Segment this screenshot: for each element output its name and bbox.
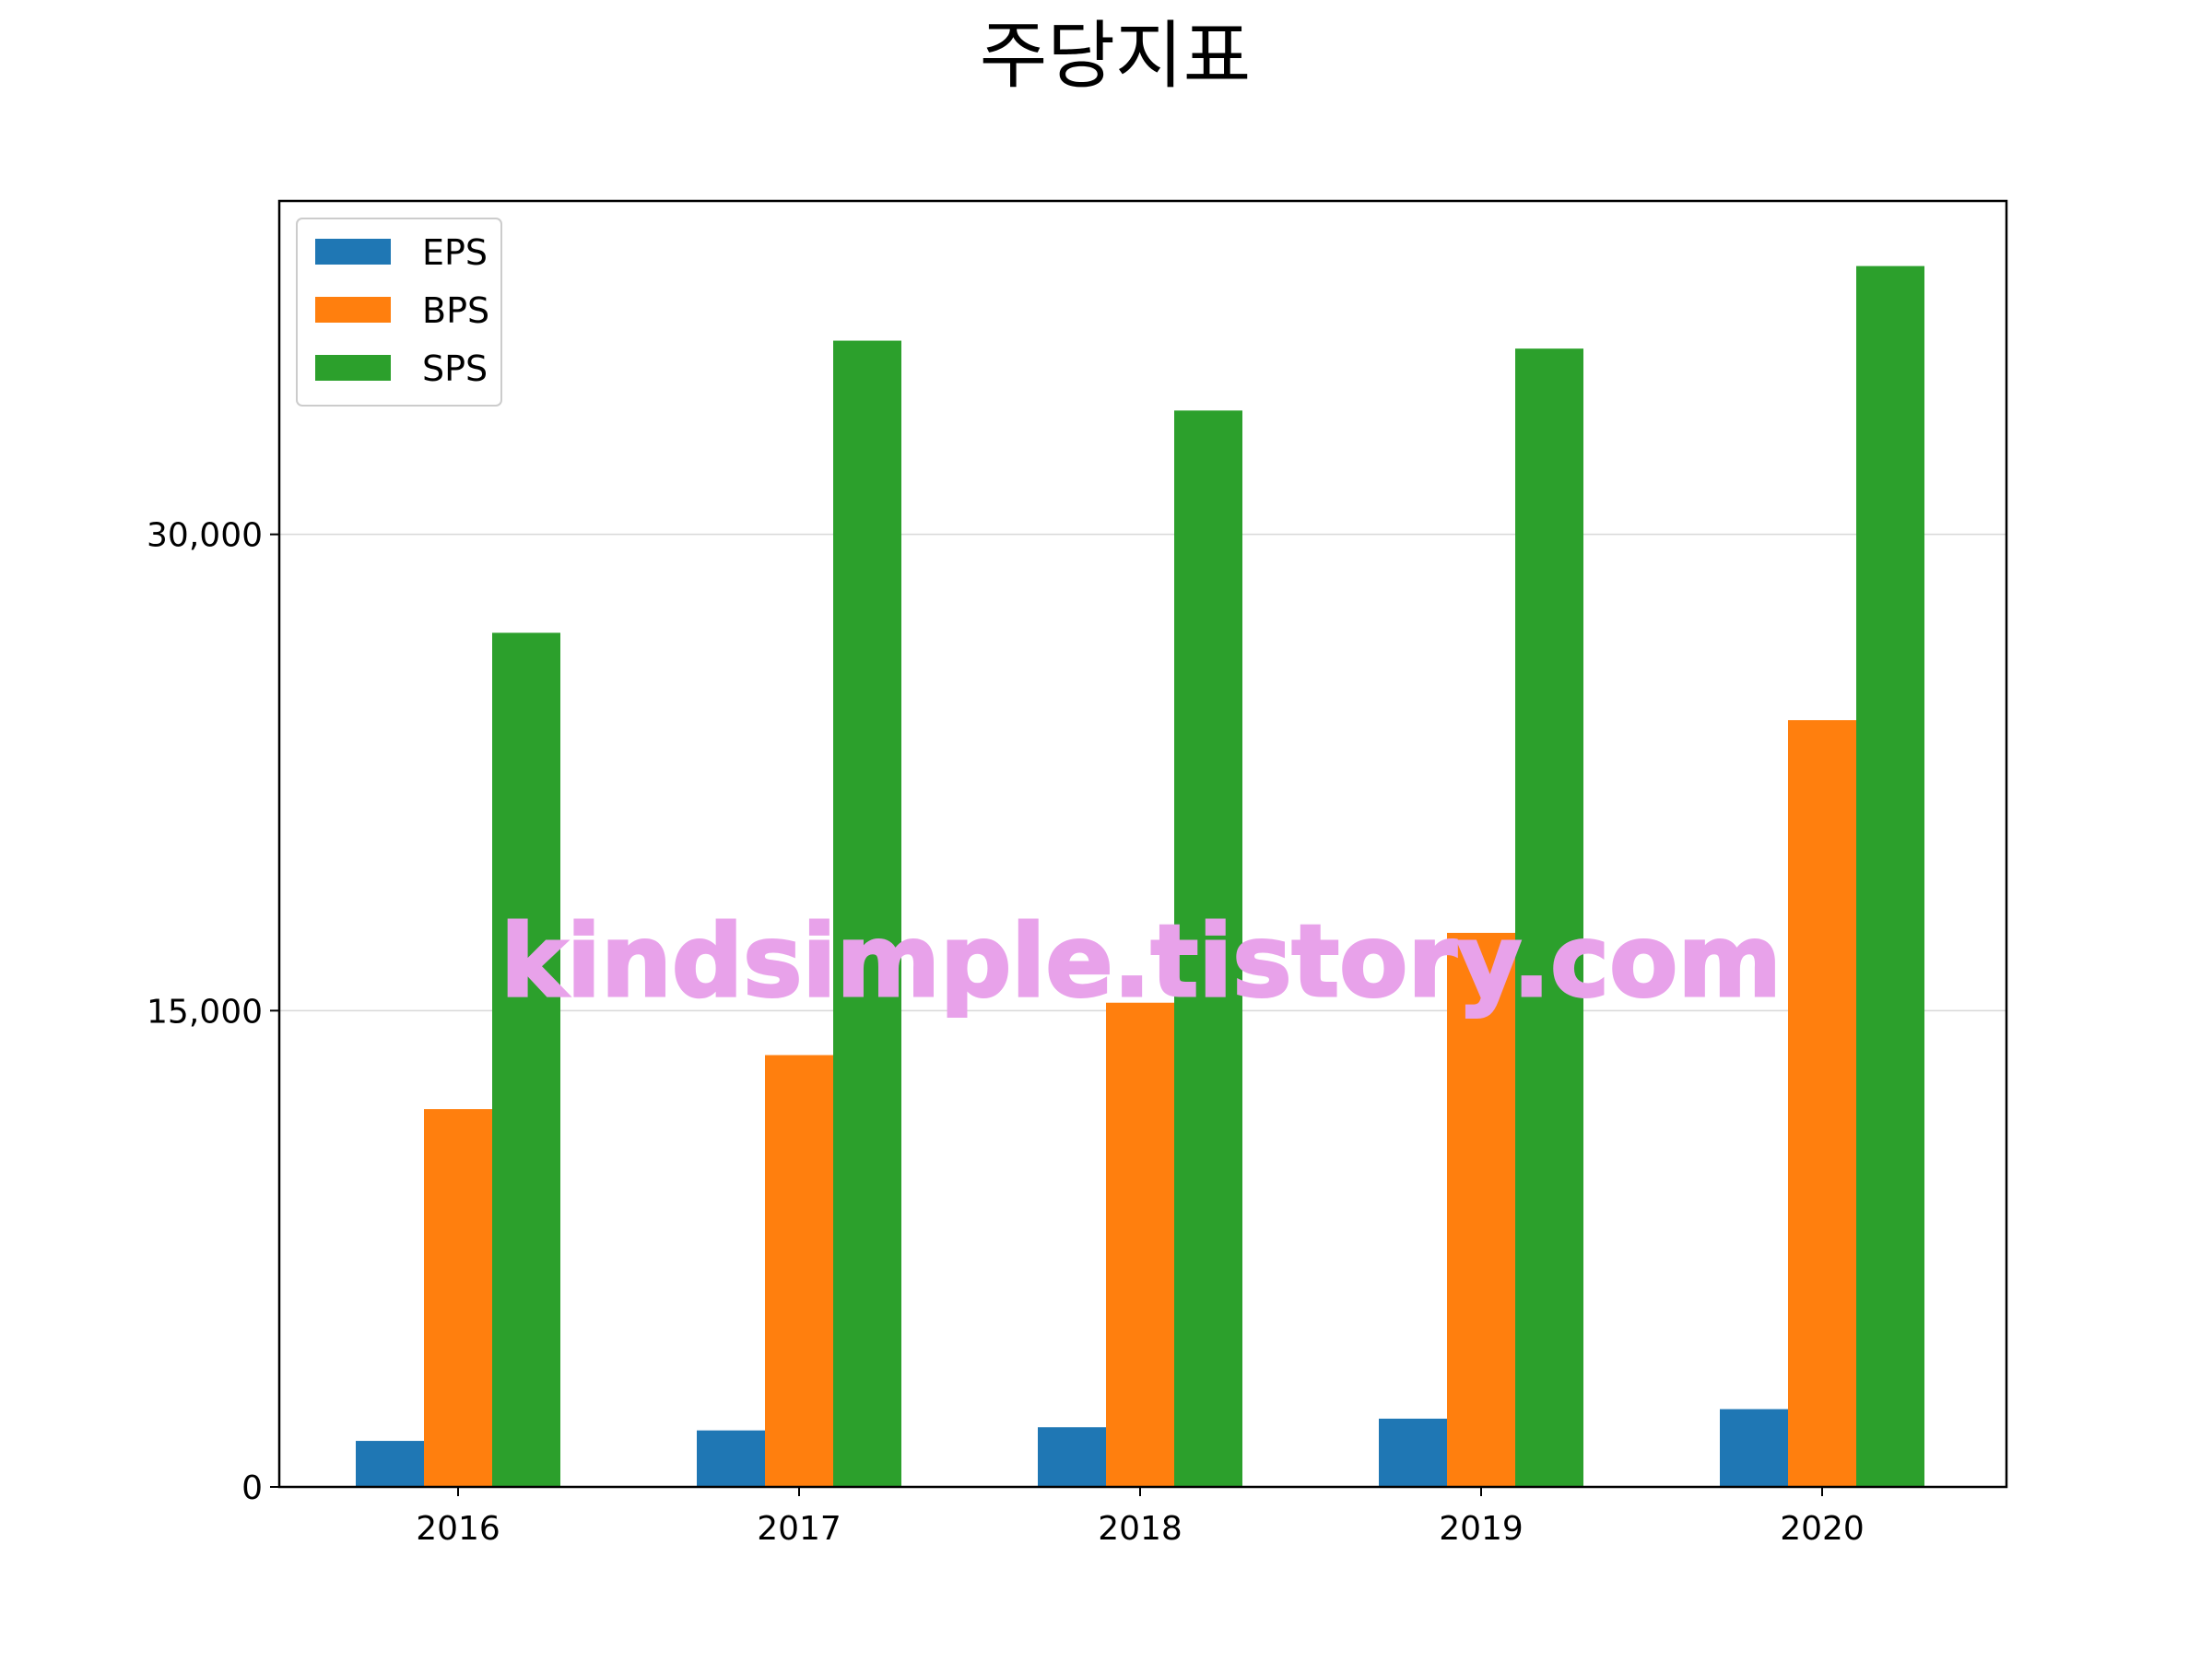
bar-bps-2017: [765, 1055, 833, 1487]
bar-eps-2017: [697, 1430, 765, 1487]
plot-frame: [277, 199, 2008, 1489]
legend: EPS BPS SPS: [296, 218, 502, 407]
x-tick-label: 2018: [1098, 1510, 1182, 1548]
legend-label-sps: SPS: [422, 348, 488, 389]
y-tick-label: 30,000: [147, 517, 263, 555]
bar-sps-2020: [1856, 265, 1924, 1488]
bar-bps-2020: [1788, 720, 1856, 1487]
axes: 0 15,000 30,000 2016 2017 2018 2019 2020: [147, 199, 2008, 1548]
legend-swatch-bps: [315, 297, 391, 323]
bar-bps-2016: [424, 1109, 492, 1487]
x-tick-label: 2016: [416, 1510, 500, 1548]
legend-swatch-eps: [315, 239, 391, 265]
bar-sps-2018: [1174, 410, 1242, 1487]
bar-sps-2016: [492, 632, 560, 1487]
x-tick-label: 2019: [1439, 1510, 1524, 1548]
x-tick-label: 2020: [1780, 1510, 1865, 1548]
legend-label-eps: EPS: [422, 232, 488, 273]
bar-eps-2018: [1038, 1427, 1106, 1487]
watermark-text: kindsimple.tistory.com: [500, 904, 1782, 1020]
legend-label-bps: BPS: [422, 290, 489, 331]
bar-eps-2019: [1379, 1418, 1447, 1487]
y-tick-label: 15,000: [147, 993, 263, 1031]
bar-sps-2019: [1515, 348, 1583, 1488]
bar-sps-2017: [833, 340, 901, 1487]
chart-title: 주당지표: [980, 13, 1251, 99]
bar-eps-2016: [356, 1441, 424, 1487]
legend-swatch-sps: [315, 355, 391, 381]
y-tick-label: 0: [241, 1469, 263, 1507]
bar-eps-2020: [1720, 1409, 1788, 1487]
bar-bps-2019: [1447, 932, 1515, 1487]
bar-bps-2018: [1106, 1002, 1174, 1487]
x-tick-label: 2017: [757, 1510, 841, 1548]
bars: [356, 265, 1924, 1488]
